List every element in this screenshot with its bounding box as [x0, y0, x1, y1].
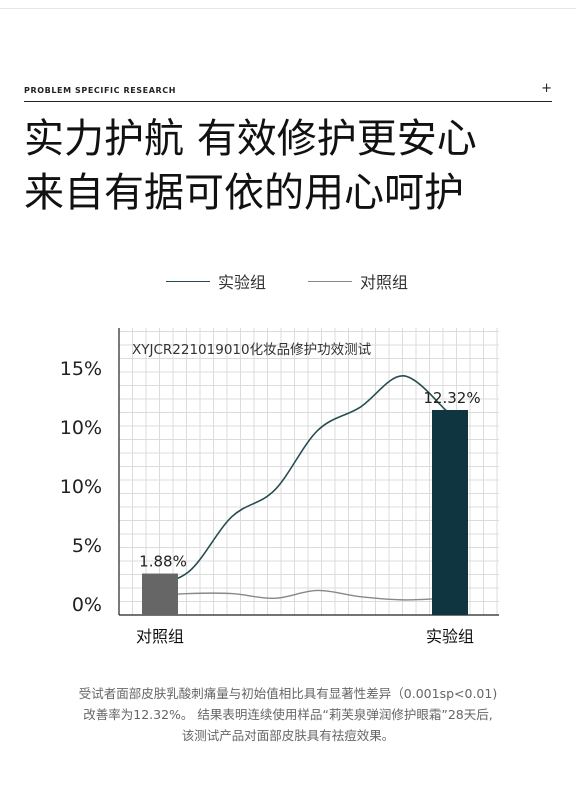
- headline-line-3-partial: 一:: [24, 220, 68, 234]
- legend-item-experiment: 实验组: [166, 270, 266, 292]
- bar-label-control: 1.88%: [139, 553, 187, 571]
- y-tick-label: 15%: [60, 358, 102, 380]
- top-divider: [0, 8, 576, 9]
- caption: 受试者面部皮肤乳酸刺痛量与初始值相比具有显著性差异（0.001sp<0.01) …: [40, 683, 536, 746]
- caption-line-1: 受试者面部皮肤乳酸刺痛量与初始值相比具有显著性差异（0.001sp<0.01): [78, 686, 498, 701]
- legend-swatch-experiment: [166, 280, 210, 282]
- headline-line-3-text: 一:: [24, 220, 68, 234]
- headline-line-1: 实力护航 有效修护更安心: [24, 116, 477, 162]
- plus-icon[interactable]: +: [541, 81, 552, 96]
- section-label: PROBLEM SPECIFIC RESEARCH: [24, 86, 177, 95]
- legend-item-control: 对照组: [308, 270, 408, 292]
- y-tick-label: 10%: [60, 417, 102, 439]
- legend-swatch-control: [308, 280, 352, 282]
- headline: 实力护航 有效修护更安心 来自有据可依的用心呵护: [24, 112, 554, 220]
- chart-title: XYJCR221019010化妆品修护功效测试: [132, 342, 372, 358]
- series-line-experiment: [145, 375, 447, 589]
- y-tick-label: 5%: [72, 535, 102, 557]
- x-category-label: 对照组: [136, 627, 184, 646]
- bar-label-experiment: 12.32%: [423, 389, 480, 407]
- bar-experiment: [432, 409, 468, 615]
- legend-label-control: 对照组: [360, 273, 409, 292]
- series-line-control: [145, 589, 447, 601]
- caption-line-3: 该测试产品对面部皮肤具有祛痘效果。: [181, 728, 395, 743]
- bar-control: [142, 573, 178, 615]
- header-rule: [24, 101, 552, 102]
- y-tick-label: 10%: [60, 476, 102, 498]
- y-tick-label: 0%: [72, 594, 102, 616]
- caption-line-2: 改善率为12.32%。 结果表明连续使用样品“莉芙泉弹润修护眼霜”28天后,: [83, 707, 493, 722]
- headline-line-2: 来自有据可依的用心呵护: [24, 170, 464, 216]
- legend-label-experiment: 实验组: [218, 273, 267, 292]
- x-category-label: 实验组: [426, 627, 474, 646]
- chart-legend: 实验组 对照组: [0, 270, 576, 292]
